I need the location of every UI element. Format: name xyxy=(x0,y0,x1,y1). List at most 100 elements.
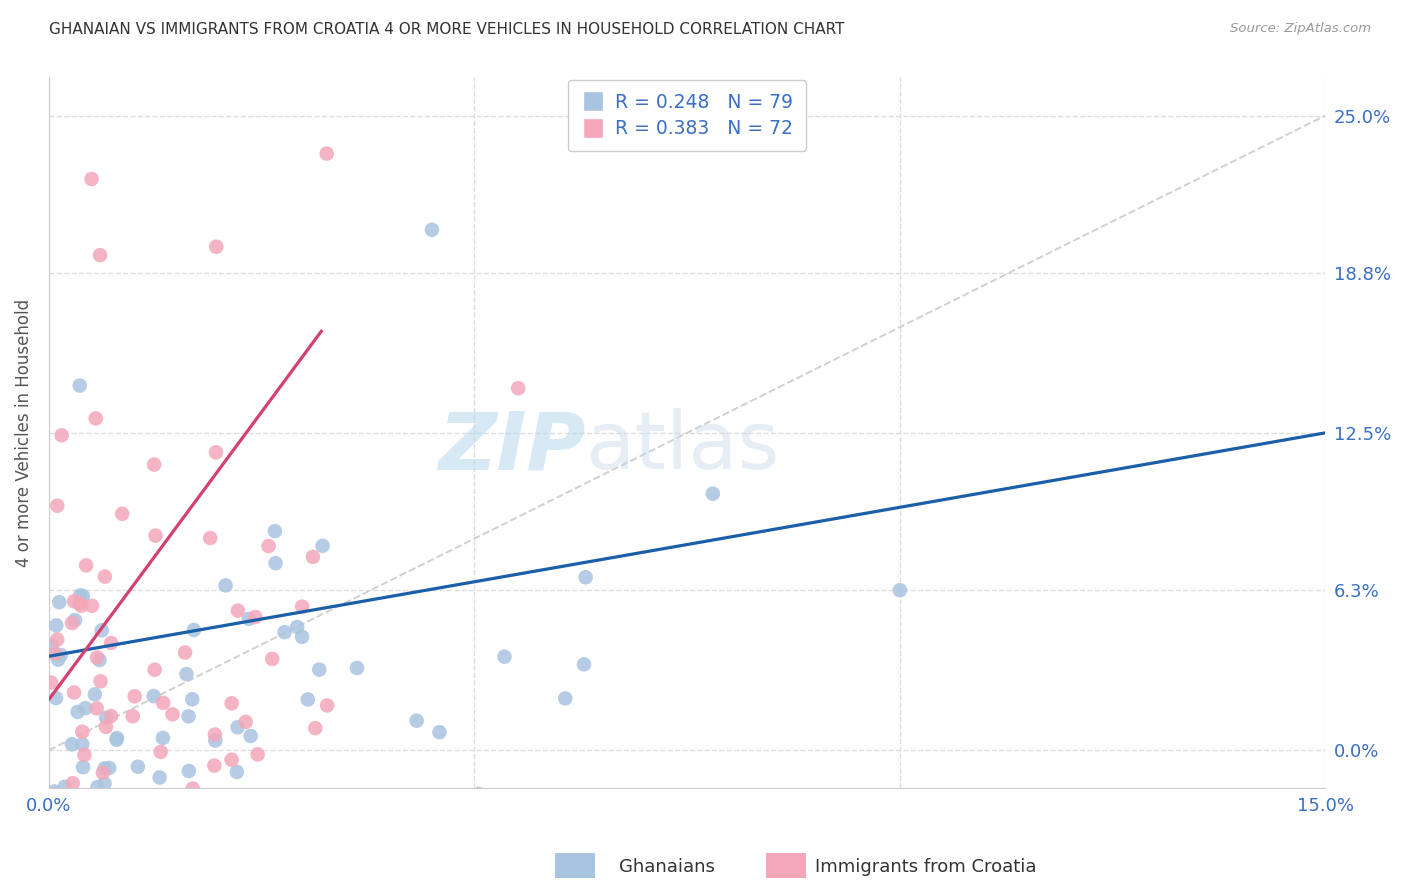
Point xyxy=(127,760,149,774)
Point xyxy=(128,789,150,803)
Point xyxy=(60,789,83,803)
Point xyxy=(162,707,184,722)
Point xyxy=(264,524,287,538)
Point xyxy=(62,789,84,803)
Point xyxy=(114,789,136,803)
Point xyxy=(420,223,443,237)
Point xyxy=(105,732,128,747)
Point xyxy=(264,556,287,570)
Point xyxy=(86,650,108,665)
Point xyxy=(39,675,62,690)
Point xyxy=(201,789,224,803)
Point xyxy=(148,771,170,785)
Point xyxy=(157,789,180,803)
Text: Source: ZipAtlas.com: Source: ZipAtlas.com xyxy=(1230,22,1371,36)
Point xyxy=(124,789,146,803)
Point xyxy=(235,714,257,729)
Point xyxy=(176,667,198,681)
Point xyxy=(44,647,66,661)
Point xyxy=(98,761,121,775)
Point xyxy=(262,652,284,666)
Point xyxy=(70,599,93,613)
Point xyxy=(239,729,262,743)
Point xyxy=(62,776,84,790)
Point xyxy=(174,646,197,660)
Point xyxy=(93,761,115,775)
Point xyxy=(304,721,326,735)
Point xyxy=(63,789,86,803)
Point xyxy=(53,780,76,794)
Point xyxy=(226,604,249,618)
Point xyxy=(124,690,146,704)
Point xyxy=(429,725,451,739)
Point xyxy=(143,663,166,677)
Point xyxy=(316,698,339,713)
Point xyxy=(46,632,69,647)
Point xyxy=(52,789,75,803)
Point xyxy=(246,747,269,762)
Point xyxy=(149,789,172,803)
Point xyxy=(179,789,201,803)
Point xyxy=(69,588,91,602)
Point xyxy=(94,720,117,734)
Point xyxy=(89,674,111,689)
Point xyxy=(44,784,66,798)
Point xyxy=(205,445,228,459)
Point xyxy=(77,789,100,803)
Point xyxy=(554,691,576,706)
Point xyxy=(72,760,94,774)
Point xyxy=(200,531,222,545)
Point xyxy=(69,789,91,803)
Point xyxy=(177,764,200,778)
Point xyxy=(72,589,94,603)
Point xyxy=(152,731,174,745)
Text: ZIP: ZIP xyxy=(437,408,585,486)
Point xyxy=(80,599,103,613)
Point xyxy=(315,146,337,161)
Point xyxy=(111,507,134,521)
Point xyxy=(177,709,200,723)
Point xyxy=(308,663,330,677)
Point xyxy=(273,625,295,640)
Point xyxy=(889,583,911,598)
Point xyxy=(72,737,94,751)
Point xyxy=(221,696,243,710)
Point xyxy=(45,691,67,706)
Text: atlas: atlas xyxy=(585,408,779,486)
Point xyxy=(80,172,103,186)
Point xyxy=(204,728,226,742)
Point xyxy=(150,789,173,803)
Point xyxy=(467,787,489,801)
Point xyxy=(39,789,62,803)
Point xyxy=(494,649,516,664)
Text: Immigrants from Croatia: Immigrants from Croatia xyxy=(815,858,1038,876)
Point xyxy=(100,636,122,650)
Point xyxy=(112,789,135,803)
Point xyxy=(46,653,69,667)
Point xyxy=(45,618,67,632)
Point xyxy=(291,599,314,614)
Point xyxy=(69,597,91,611)
Point xyxy=(73,747,96,762)
Point xyxy=(66,705,89,719)
Point xyxy=(39,789,62,803)
Point xyxy=(89,653,111,667)
Point xyxy=(149,745,172,759)
Point xyxy=(245,610,267,624)
Point xyxy=(58,789,80,803)
Point xyxy=(285,620,308,634)
Point xyxy=(72,724,94,739)
Point xyxy=(702,486,724,500)
Point xyxy=(105,731,128,745)
Point xyxy=(49,648,72,662)
Point xyxy=(143,458,166,472)
Point xyxy=(204,733,226,747)
Point xyxy=(72,789,94,803)
Point xyxy=(183,623,205,637)
Y-axis label: 4 or more Vehicles in Household: 4 or more Vehicles in Household xyxy=(15,299,32,567)
Point xyxy=(75,558,97,573)
Point xyxy=(84,411,107,425)
Point xyxy=(108,789,131,803)
Point xyxy=(86,780,108,794)
Point xyxy=(96,711,118,725)
